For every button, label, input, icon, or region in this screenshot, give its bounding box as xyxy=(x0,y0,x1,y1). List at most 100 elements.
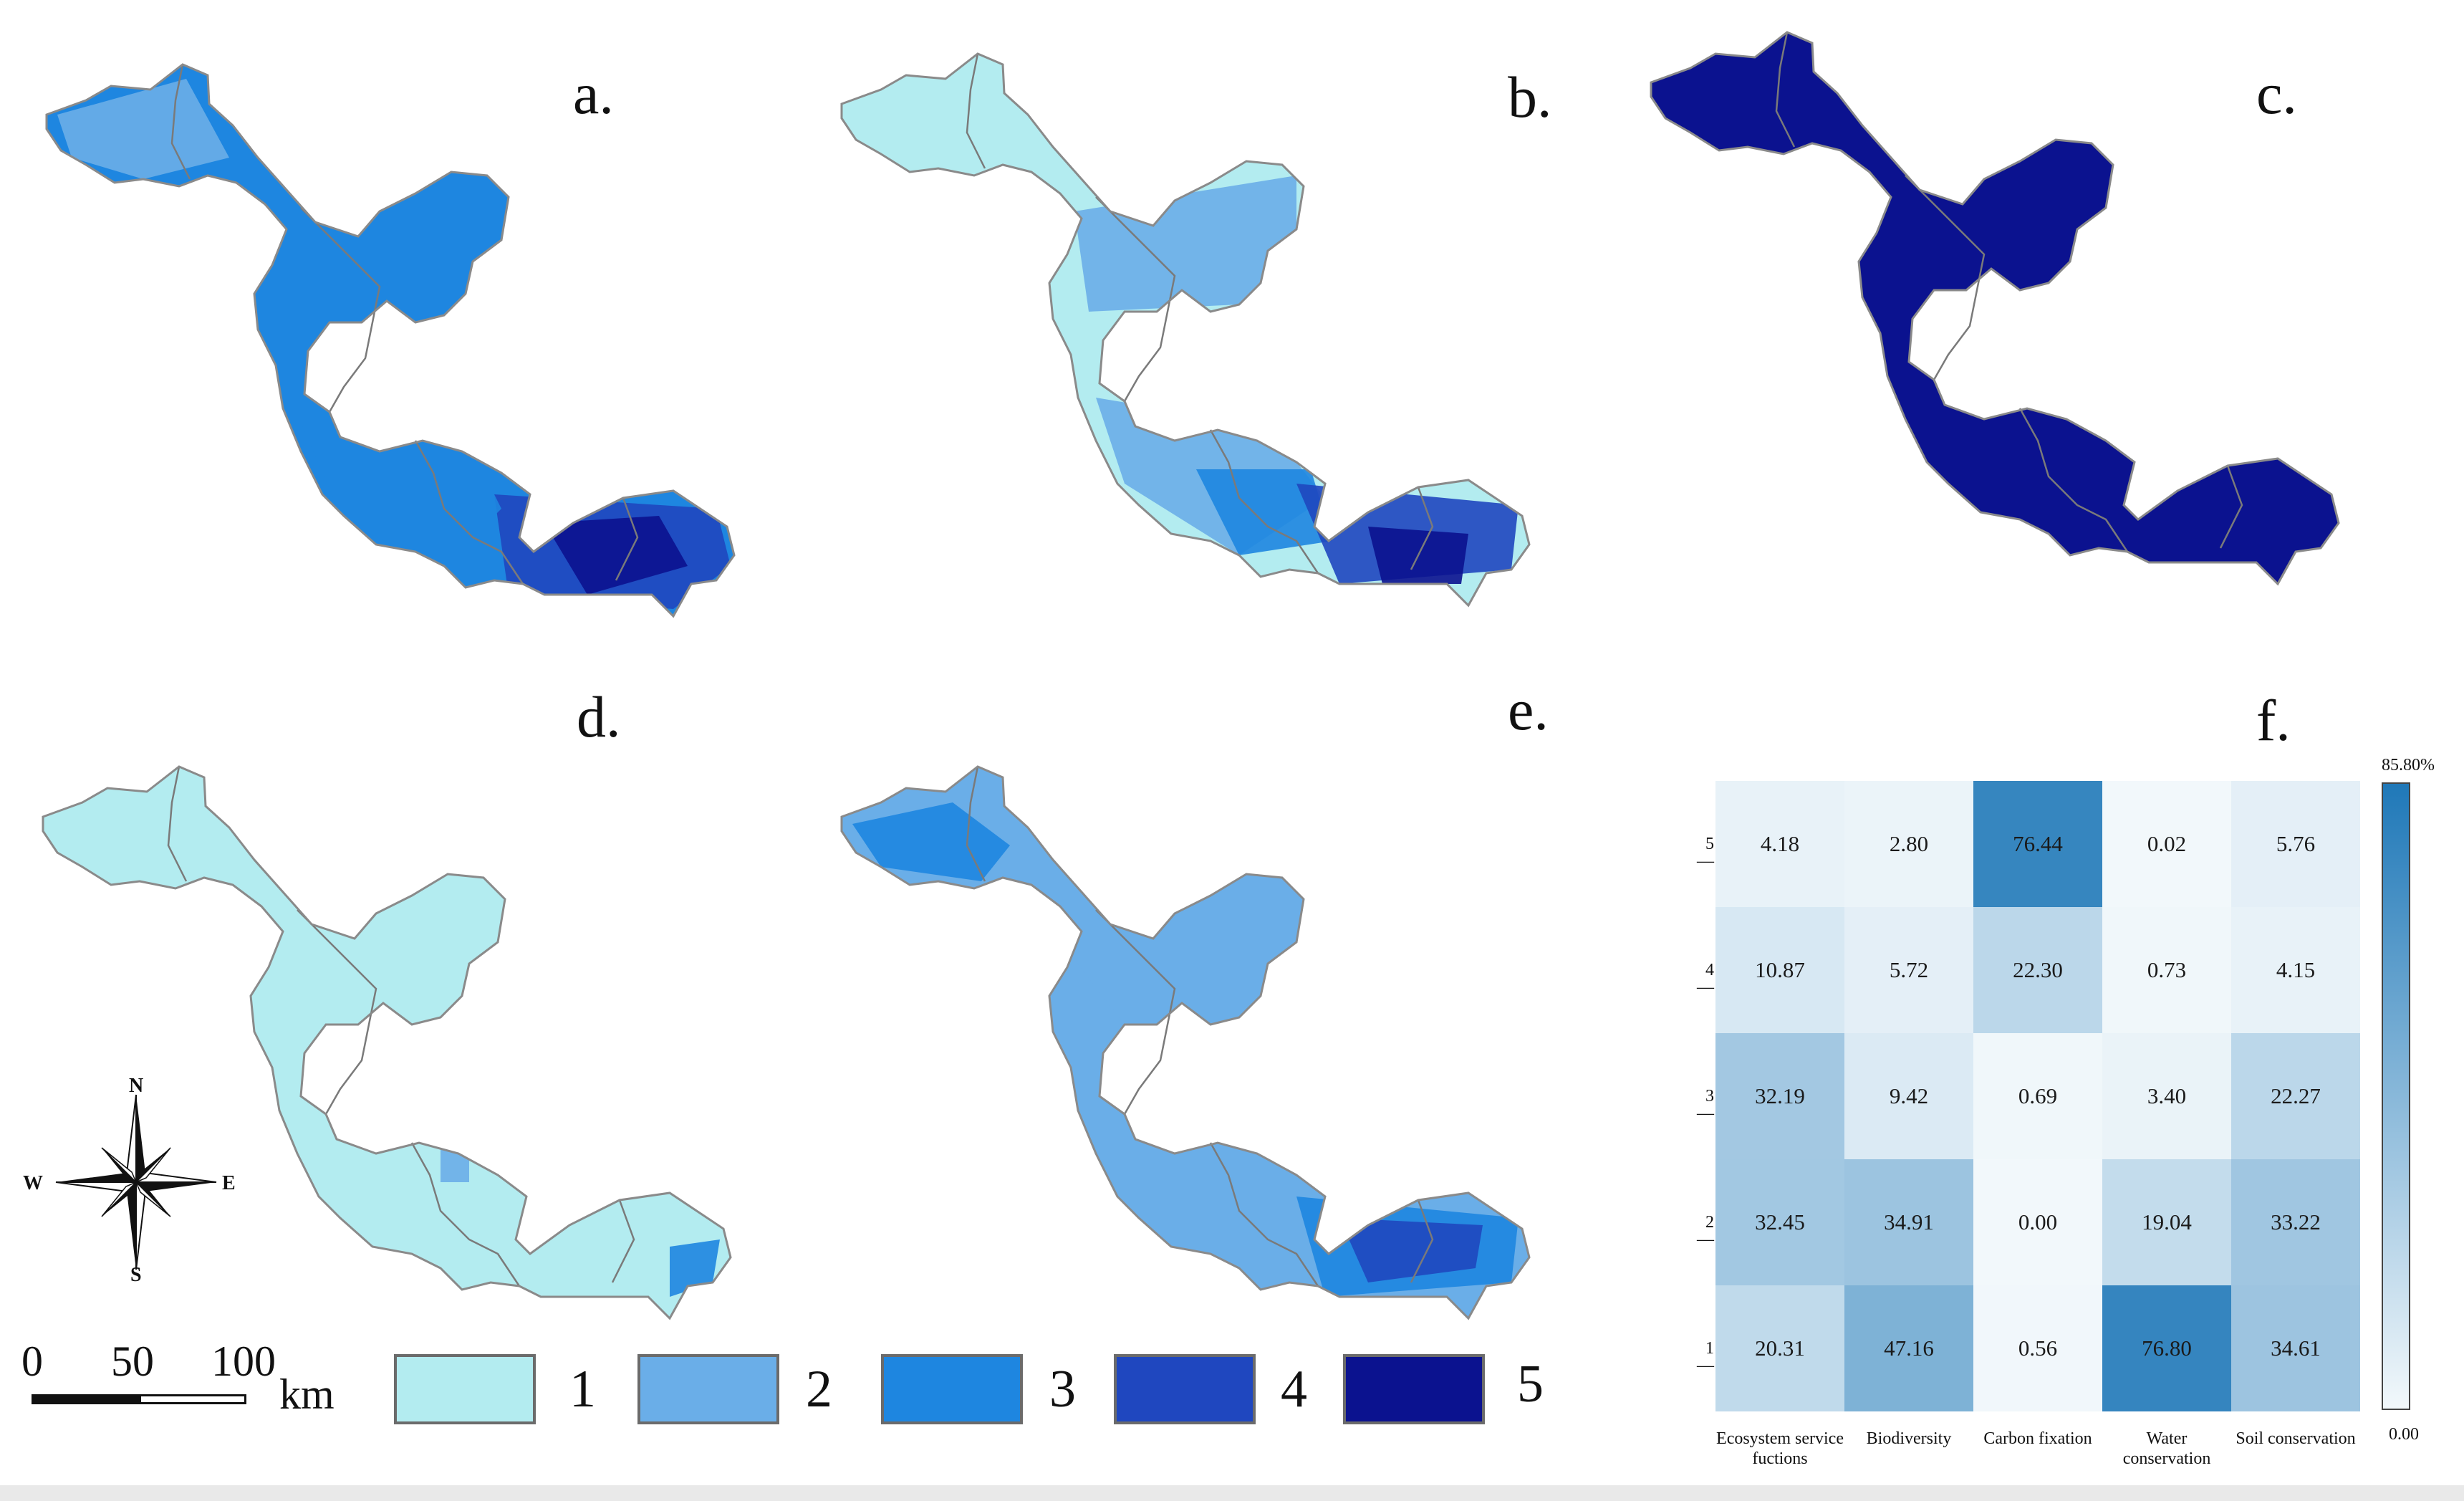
heatmap-cell: 22.27 xyxy=(2231,1033,2360,1159)
heatmap-cell: 0.56 xyxy=(1973,1285,2102,1411)
map-c xyxy=(1650,31,2340,586)
map-a-outline xyxy=(45,63,736,618)
map-d-outline xyxy=(42,765,732,1320)
heatmap-y-tick: 1— xyxy=(1697,1339,1714,1375)
map-b-zone-2 xyxy=(1196,469,1332,555)
compass-w: W xyxy=(23,1172,43,1194)
heatmap-cell: 3.40 xyxy=(2102,1033,2231,1159)
scale-tick-50: 50 xyxy=(111,1338,154,1385)
map-a-zone-1 xyxy=(544,516,688,595)
map-c-outline xyxy=(1650,31,2340,586)
heatmap-cell: 34.61 xyxy=(2231,1285,2360,1411)
panel-label-b: b. xyxy=(1508,64,1552,130)
map-b-outline xyxy=(840,52,1531,608)
heatmap-cell: 5.72 xyxy=(1844,907,1973,1033)
compass-e: E xyxy=(222,1172,236,1194)
map-b-boundary-0 xyxy=(966,53,986,169)
heatmap-x-tick: Ecosystem service fuctions xyxy=(1716,1429,1844,1468)
legend-swatch-2 xyxy=(637,1354,779,1424)
map-c-boundary-1 xyxy=(1905,175,1986,380)
panel-label-a: a. xyxy=(573,61,614,126)
heatmap: 4.18 2.80 76.44 0.02 5.76 10.87 5.72 22.30 0.73 4… xyxy=(1697,781,2374,1411)
map-a-boundary-0 xyxy=(170,64,191,180)
heatmap-x-tick: Water conservation xyxy=(2122,1429,2211,1468)
heatmap-cell: 0.73 xyxy=(2102,907,2231,1033)
scale-tick-100: 100 xyxy=(211,1338,276,1385)
map-d xyxy=(42,765,732,1320)
panel-label-f: f. xyxy=(2256,688,2291,753)
map-b-boundary-2 xyxy=(1209,429,1319,574)
map-c-base xyxy=(1651,32,2339,584)
legend-swatch-5 xyxy=(1343,1354,1485,1424)
compass-s: S xyxy=(130,1264,142,1286)
panel-label-e: e. xyxy=(1508,677,1549,742)
map-a-boundary-3 xyxy=(615,497,639,581)
heatmap-cell: 10.87 xyxy=(1715,907,1844,1033)
legend-label-3: 3 xyxy=(1049,1360,1076,1419)
legend-label-1: 1 xyxy=(569,1360,596,1419)
scale-bar-black xyxy=(32,1394,139,1404)
colorbar-max-label: 85.80% xyxy=(2382,756,2435,775)
heatmap-cell: 22.30 xyxy=(1973,907,2102,1033)
heatmap-cell: 34.91 xyxy=(1844,1159,1973,1285)
heatmap-cell: 0.00 xyxy=(1973,1159,2102,1285)
map-e-zone-3 xyxy=(1339,1218,1483,1282)
heatmap-x-tick: Carbon fixation xyxy=(1983,1429,2092,1448)
map-e xyxy=(840,765,1531,1320)
map-e-boundary-3 xyxy=(1410,1199,1434,1283)
heatmap-cell: 20.31 xyxy=(1715,1285,1844,1411)
colorbar xyxy=(2382,782,2410,1410)
map-a-boundary-2 xyxy=(414,440,524,585)
map-d-boundary-3 xyxy=(611,1199,635,1283)
scale-unit: km xyxy=(279,1371,335,1418)
legend-label-2: 2 xyxy=(806,1360,832,1419)
map-a xyxy=(45,63,736,618)
map-e-boundary-2 xyxy=(1209,1142,1319,1287)
heatmap-cell: 0.02 xyxy=(2102,781,2231,907)
map-e-zone-0 xyxy=(852,802,1010,881)
heatmap-cell: 32.45 xyxy=(1715,1159,1844,1285)
heatmap-cell: 0.69 xyxy=(1973,1033,2102,1159)
panel-label-c: c. xyxy=(2256,61,2297,126)
map-e-boundary-1 xyxy=(1095,909,1176,1115)
scale-bar-white xyxy=(139,1394,246,1404)
north-arrow-icon xyxy=(55,1094,217,1270)
legend-swatch-1 xyxy=(394,1354,536,1424)
heatmap-cell: 4.15 xyxy=(2231,907,2360,1033)
legend-label-5: 5 xyxy=(1517,1355,1544,1414)
map-d-boundary-1 xyxy=(297,909,377,1115)
map-b-boundary-3 xyxy=(1410,486,1434,570)
heatmap-y-tick: 4— xyxy=(1697,961,1714,997)
heatmap-cell: 33.22 xyxy=(2231,1159,2360,1285)
map-d-boundary-0 xyxy=(167,766,188,882)
heatmap-x-tick: Soil conservation xyxy=(2236,1429,2356,1448)
map-a-zone-3 xyxy=(57,79,229,179)
map-b-boundary-1 xyxy=(1095,196,1176,402)
map-c-boundary-2 xyxy=(2018,408,2129,552)
heatmap-cell: 76.80 xyxy=(2102,1285,2231,1411)
heatmap-cell: 76.44 xyxy=(1973,781,2102,907)
heatmap-y-tick: 5— xyxy=(1697,835,1714,871)
scale-bar: 0 50 100 km xyxy=(21,1338,365,1416)
heatmap-y-tick: 3— xyxy=(1697,1087,1714,1123)
heatmap-x-ticks: Ecosystem service fuctions Biodiversity Ca… xyxy=(1715,1429,2360,1487)
map-a-boundary-1 xyxy=(300,207,381,413)
legend-swatch-4 xyxy=(1114,1354,1256,1424)
heatmap-cell: 5.76 xyxy=(2231,781,2360,907)
heatmap-cell: 32.19 xyxy=(1715,1033,1844,1159)
heatmap-cell: 47.16 xyxy=(1844,1285,1973,1411)
heatmap-cell: 4.18 xyxy=(1715,781,1844,907)
compass-n: N xyxy=(129,1075,144,1097)
colorbar-min-label: 0.00 xyxy=(2389,1425,2419,1444)
heatmap-x-tick: Biodiversity xyxy=(1866,1429,1952,1448)
map-c-boundary-3 xyxy=(2219,465,2243,549)
map-c-boundary-0 xyxy=(1775,32,1796,148)
heatmap-y-tick: 2— xyxy=(1697,1213,1714,1249)
map-b xyxy=(840,52,1531,608)
heatmap-cell: 9.42 xyxy=(1844,1033,1973,1159)
map-d-base xyxy=(43,767,731,1318)
legend-label-4: 4 xyxy=(1281,1360,1307,1419)
compass-rose: N S E W xyxy=(23,1076,236,1285)
scale-tick-0: 0 xyxy=(21,1338,43,1385)
map-e-outline xyxy=(840,765,1531,1320)
